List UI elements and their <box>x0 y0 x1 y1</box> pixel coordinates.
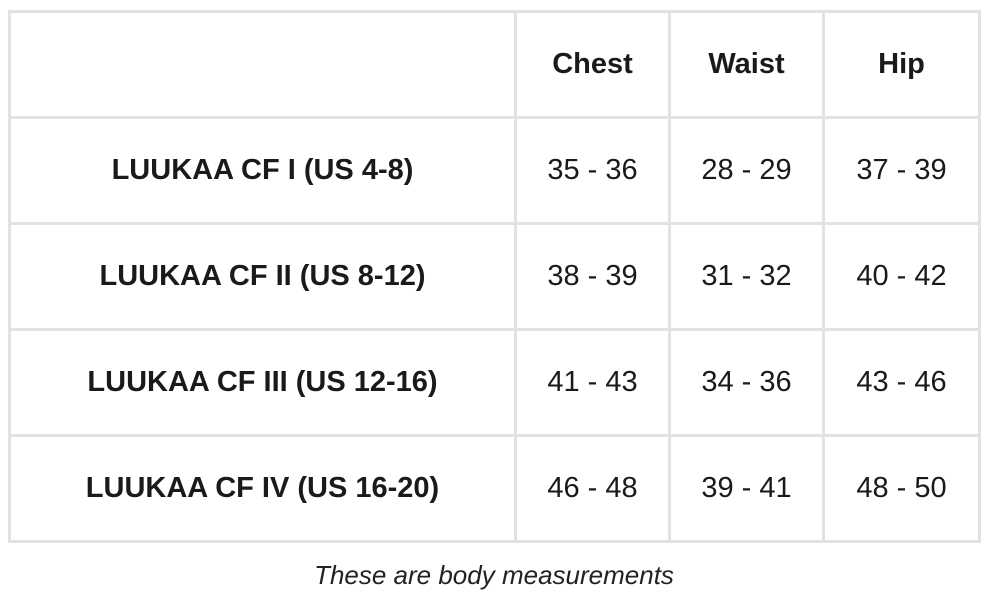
caption: These are body measurements <box>314 560 674 590</box>
size-name: LUUKAA CF III (US 12-16) <box>8 328 517 437</box>
column-header: Hip <box>822 10 981 119</box>
header-cell <box>8 10 517 119</box>
measurement: 34 - 36 <box>668 328 825 437</box>
measurement: 40 - 42 <box>822 222 981 331</box>
table-row: LUUKAA CF IV (US 16-20) 46 - 48 39 - 41 48 … <box>8 434 981 543</box>
header-row: Chest Waist Hip <box>8 10 981 119</box>
measurement: 43 - 46 <box>822 328 981 437</box>
measurement: 38 - 39 <box>514 222 671 331</box>
measurement: 31 - 32 <box>668 222 825 331</box>
measurement: 39 - 41 <box>668 434 825 543</box>
table-row: LUUKAA CF II (US 8-12) 38 - 39 31 - 32 40 -… <box>8 222 981 331</box>
column-header: Waist <box>668 10 825 119</box>
table-row: LUUKAA CF I (US 4-8) 35 - 36 28 - 29 37 - 3… <box>8 116 981 225</box>
table-row: LUUKAA CF III (US 12-16) 41 - 43 34 - 36 43… <box>8 328 981 437</box>
measurement: 37 - 39 <box>822 116 981 225</box>
measurement: 48 - 50 <box>822 434 981 543</box>
size-table: Chest Waist Hip LUUKAA CF I (US 4-8) 35 - 3… <box>8 10 981 543</box>
size-name: LUUKAA CF I (US 4-8) <box>8 116 517 225</box>
size-chart: Chest Waist Hip LUUKAA CF I (US 4-8) 35 - 3… <box>8 10 981 543</box>
table-body: LUUKAA CF I (US 4-8) 35 - 36 28 - 29 37 - 3… <box>8 116 981 543</box>
size-name: LUUKAA CF IV (US 16-20) <box>8 434 517 543</box>
column-header: Chest <box>514 10 671 119</box>
measurement: 46 - 48 <box>514 434 671 543</box>
measurement: 28 - 29 <box>668 116 825 225</box>
measurement: 41 - 43 <box>514 328 671 437</box>
size-name: LUUKAA CF II (US 8-12) <box>8 222 517 331</box>
measurement: 35 - 36 <box>514 116 671 225</box>
